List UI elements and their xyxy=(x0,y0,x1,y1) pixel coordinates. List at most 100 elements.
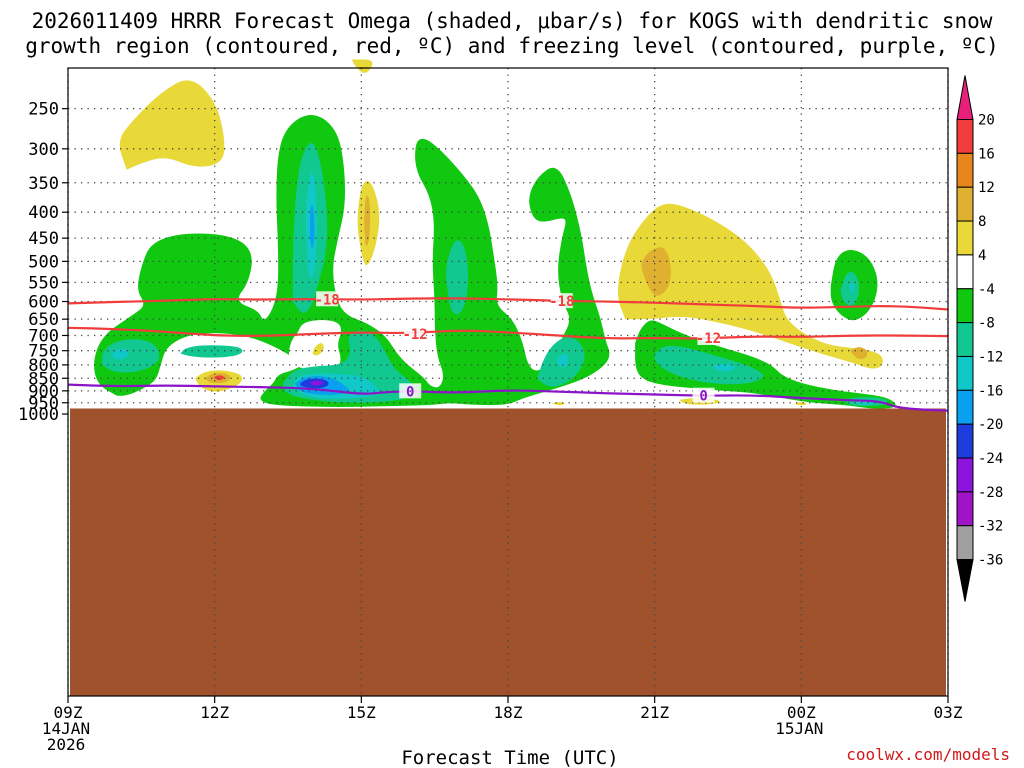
omega-region-7 xyxy=(213,375,225,381)
x-tick-label-12-0: 12Z xyxy=(200,703,229,722)
colorbar-bottom-arrow xyxy=(956,559,974,602)
y-tick-label-950: 950 xyxy=(28,394,59,414)
omega-region-29 xyxy=(310,380,323,386)
colorbar-label-8: -16 xyxy=(978,383,1003,399)
contour-label-bg--18-0 xyxy=(316,291,339,307)
contour-label--12-0: -12 xyxy=(402,327,427,343)
colorbar-label-5: -4 xyxy=(978,282,995,298)
y-tick-label-250: 250 xyxy=(28,100,59,120)
colorbar-segment-11 xyxy=(956,457,974,493)
y-tick-label-500: 500 xyxy=(28,252,59,272)
colorbar-segment-8 xyxy=(956,355,974,391)
omega-region-14 xyxy=(94,115,610,407)
colorbar-segment-6 xyxy=(956,288,974,324)
contour-label-bg-0-0 xyxy=(399,383,422,399)
colorbar-segment-2 xyxy=(956,152,974,188)
y-tick-label-650: 650 xyxy=(28,310,59,330)
x-tick-label-9-0: 09Z xyxy=(54,703,83,722)
omega-region-19 xyxy=(102,339,160,373)
omega-region-12 xyxy=(552,402,565,406)
omega-region-30 xyxy=(446,240,469,315)
omega-region-13 xyxy=(794,402,807,406)
colorbar-label-13: -36 xyxy=(978,553,1003,569)
omega-region-8 xyxy=(618,203,883,369)
y-tick-label-400: 400 xyxy=(28,203,59,223)
colorbar-label-4: 4 xyxy=(978,248,986,264)
colorbar-segment-1 xyxy=(956,119,974,154)
contour-label-bg--12-1 xyxy=(697,329,720,345)
contour-label-bg--12-0 xyxy=(404,325,427,341)
omega-region-20 xyxy=(112,348,129,360)
colorbar-label-1: 16 xyxy=(978,146,995,162)
x-tick-label-9-2: 2026 xyxy=(47,735,86,754)
x-tick-label-24-1: 15JAN xyxy=(775,719,823,738)
omega-region-1 xyxy=(351,59,373,73)
contour-label-0-1: 0 xyxy=(699,389,707,405)
y-tick-label-850: 850 xyxy=(28,369,59,389)
omega-region-3 xyxy=(364,195,371,246)
colorbar-segment-3 xyxy=(956,186,974,222)
colorbar-label-0: 20 xyxy=(978,113,995,129)
omega-region-24 xyxy=(310,205,315,249)
y-axis: 2503003504004505005506006507007508008509… xyxy=(18,100,68,425)
chart-title-line-1: 2026011409 HRRR Forecast Omega (shaded, … xyxy=(31,9,993,33)
colorbar-segment-13 xyxy=(956,525,974,561)
y-tick-label-550: 550 xyxy=(28,273,59,293)
omega-region-35 xyxy=(840,271,860,306)
contour-label--18-1: -18 xyxy=(549,294,574,310)
source-credit: coolwx.com/models xyxy=(846,745,1010,764)
contour-label-bg--18-1 xyxy=(550,293,573,309)
colorbar-label-6: -8 xyxy=(978,316,995,332)
contour-line--18 xyxy=(67,297,949,311)
y-tick-label-700: 700 xyxy=(28,326,59,346)
colorbar-segment-10 xyxy=(956,423,974,459)
colorbar-segment-7 xyxy=(956,322,974,357)
y-tick-label-750: 750 xyxy=(28,342,59,362)
y-tick-label-350: 350 xyxy=(28,174,59,194)
x-tick-label-9-1: 14JAN xyxy=(42,719,90,738)
contour-line--12 xyxy=(67,326,949,340)
x-tick-label-27-0: 03Z xyxy=(934,703,963,722)
omega-region-34 xyxy=(713,364,736,372)
omega-region-16 xyxy=(312,343,324,356)
omega-region-32 xyxy=(556,354,569,368)
y-tick-label-900: 900 xyxy=(28,382,59,402)
y-tick-label-1000: 1000 xyxy=(18,405,59,425)
colorbar-segment-5 xyxy=(956,254,974,290)
colorbar-segment-12 xyxy=(956,491,974,527)
x-tick-label-24-0: 00Z xyxy=(787,703,816,722)
contour-label--12-1: -12 xyxy=(696,331,721,347)
contour-label-0-0: 0 xyxy=(406,384,414,400)
omega-region-10 xyxy=(850,347,868,360)
colorbar-label-7: -12 xyxy=(978,349,1003,365)
omega-shading-layer xyxy=(94,59,896,409)
y-tick-label-800: 800 xyxy=(28,356,59,376)
colorbar: 20 16 12 8 4 -4 -8 -12 -16 -20 -24 -28 -32 -36 xyxy=(956,75,1003,602)
colorbar-label-10: -24 xyxy=(978,451,1003,467)
colorbar-segment-4 xyxy=(956,220,974,256)
colorbar-segment-9 xyxy=(956,389,974,425)
omega-region-36 xyxy=(849,282,855,293)
x-tick-label-18-0: 18Z xyxy=(494,703,523,722)
colorbar-label-3: 8 xyxy=(978,214,986,230)
omega-region-33 xyxy=(654,345,763,385)
colorbar-label-2: 12 xyxy=(978,180,995,196)
x-tick-label-21-0: 21Z xyxy=(640,703,669,722)
omega-region-9 xyxy=(641,247,671,296)
contour-label--18-0: -18 xyxy=(314,292,339,308)
colorbar-top-arrow xyxy=(956,75,974,120)
omega-region-0 xyxy=(119,80,225,170)
colorbar-label-11: -28 xyxy=(978,485,1003,501)
y-tick-label-450: 450 xyxy=(28,229,59,249)
y-tick-label-300: 300 xyxy=(28,140,59,160)
contour-layer: -18 -18 -12 -12 0 0 xyxy=(67,291,949,412)
contour-line-0 xyxy=(67,383,949,412)
ground-surface xyxy=(70,408,946,696)
omega-region-21 xyxy=(180,345,243,358)
contour-label-bg-0-1 xyxy=(692,387,715,403)
x-tick-label-15-0: 15Z xyxy=(347,703,376,722)
chart-title-line-2: growth region (contoured, red, ºC) and f… xyxy=(25,34,999,58)
colorbar-label-9: -20 xyxy=(978,417,1003,433)
